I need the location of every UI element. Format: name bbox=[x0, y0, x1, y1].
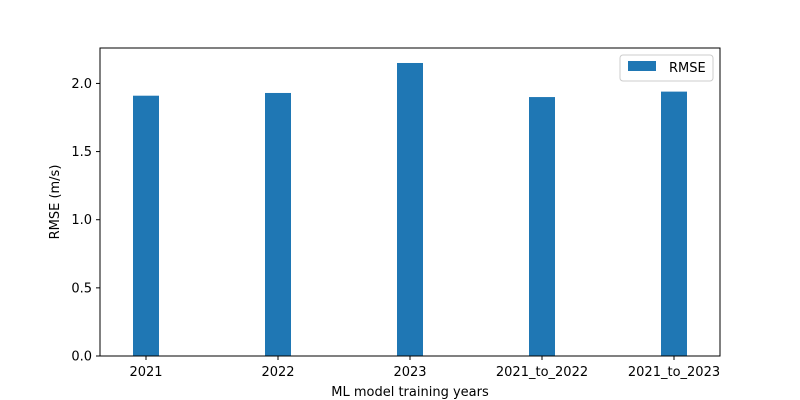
x-tick-label: 2021_to_2023 bbox=[628, 365, 720, 380]
y-tick-label: 0.0 bbox=[71, 350, 92, 365]
bar-2023 bbox=[397, 62, 423, 356]
y-axis-label: RMSE (m/s) bbox=[48, 165, 63, 240]
x-tick-label: 2021 bbox=[129, 365, 162, 380]
y-tick-label: 1.0 bbox=[71, 213, 92, 228]
x-tick-label: 2023 bbox=[393, 365, 426, 380]
legend-swatch bbox=[628, 61, 656, 71]
y-tick-label: 0.5 bbox=[71, 281, 92, 296]
y-tick-label: 1.5 bbox=[71, 145, 92, 160]
x-tick-label: 2022 bbox=[261, 365, 294, 380]
legend-label: RMSE bbox=[669, 61, 706, 76]
bar-2022 bbox=[265, 92, 291, 356]
y-tick-label: 2.0 bbox=[71, 77, 92, 92]
bar-2021 bbox=[133, 95, 159, 357]
bar-2021_to_2022 bbox=[529, 97, 555, 356]
legend: RMSE bbox=[619, 54, 714, 82]
x-tick-label: 2021_to_2022 bbox=[496, 365, 588, 380]
x-axis-label: ML model training years bbox=[331, 385, 489, 400]
plot-frame bbox=[99, 47, 721, 357]
bars-group bbox=[133, 62, 687, 357]
y-axis-ticks: 0.0 0.5 1.0 1.5 2.0 bbox=[71, 77, 100, 365]
x-axis-ticks: 2021 2022 2023 2021_to_2022 2021_to_2023 bbox=[129, 356, 720, 380]
bar-2021_to_2023 bbox=[661, 91, 687, 356]
